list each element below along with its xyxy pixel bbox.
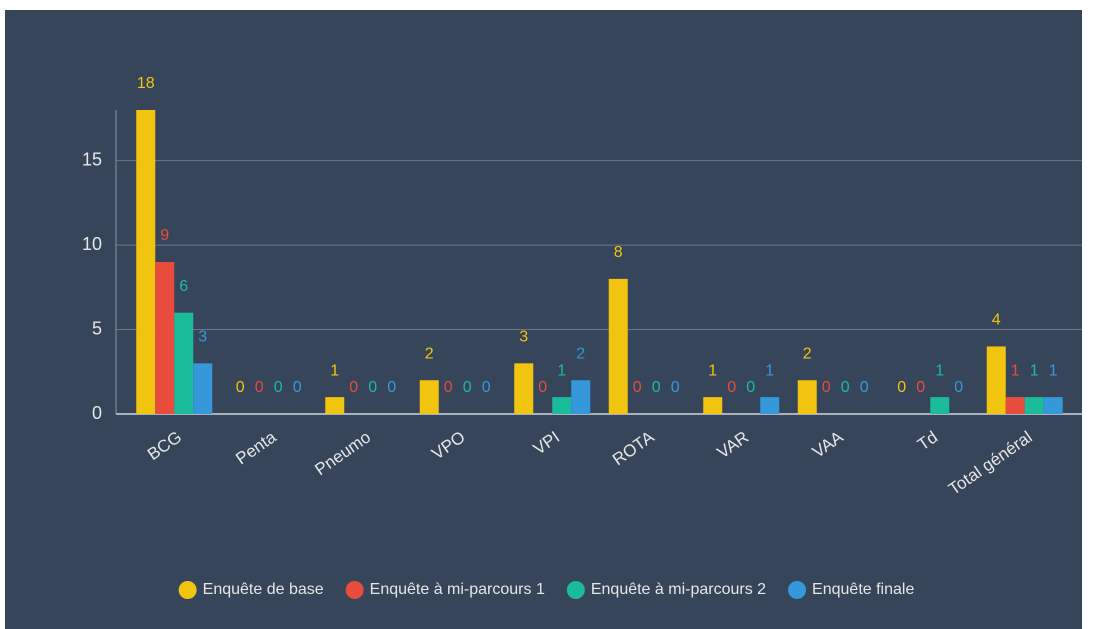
- bar: [514, 363, 534, 414]
- value-label: 2: [803, 345, 812, 362]
- value-label: 0: [236, 379, 245, 396]
- bar: [136, 110, 156, 414]
- bar: [571, 380, 591, 414]
- value-label: 0: [671, 379, 680, 396]
- value-label: 1: [330, 362, 339, 379]
- bar: [1043, 397, 1063, 414]
- value-label: 0: [482, 379, 491, 396]
- y-tick-label: 15: [82, 149, 102, 169]
- value-label: 0: [293, 379, 302, 396]
- value-label: 2: [576, 345, 585, 362]
- value-label: 1: [765, 362, 774, 379]
- value-label: 0: [538, 379, 547, 396]
- legend-label: Enquête à mi-parcours 1: [370, 581, 545, 598]
- bar: [797, 380, 817, 414]
- bar: [760, 397, 780, 414]
- value-label: 1: [1030, 362, 1039, 379]
- legend-label: Enquête finale: [812, 581, 914, 598]
- value-label: 0: [954, 379, 963, 396]
- value-label: 0: [652, 379, 661, 396]
- value-label: 0: [274, 379, 283, 396]
- value-label: 1: [1011, 362, 1020, 379]
- bar: [986, 346, 1006, 414]
- y-tick-label: 5: [92, 318, 102, 338]
- value-label: 0: [916, 379, 925, 396]
- value-label: 1: [708, 362, 717, 379]
- value-label: 1: [1049, 362, 1058, 379]
- value-label: 0: [841, 379, 850, 396]
- value-label: 18: [137, 75, 155, 92]
- value-label: 3: [198, 329, 207, 346]
- value-label: 0: [746, 379, 755, 396]
- value-label: 0: [633, 379, 642, 396]
- legend-marker: [345, 581, 364, 599]
- bar: [193, 363, 213, 414]
- value-label: 1: [557, 362, 566, 379]
- legend: Enquête de base Enquête à mi-parcours 1 En…: [178, 581, 914, 599]
- bar: [325, 397, 345, 414]
- value-label: 0: [444, 379, 453, 396]
- value-label: 0: [463, 379, 472, 396]
- bar: [608, 278, 628, 414]
- legend-marker: [566, 581, 585, 599]
- value-label: 0: [368, 379, 377, 396]
- legend-label: Enquête de base: [203, 581, 324, 598]
- value-label: 0: [349, 379, 358, 396]
- bar: [1005, 397, 1025, 414]
- legend-marker: [178, 581, 197, 599]
- value-label: 0: [387, 379, 396, 396]
- value-label: 0: [822, 379, 831, 396]
- value-label: 0: [255, 379, 264, 396]
- value-label: 0: [897, 379, 906, 396]
- bar: [1024, 397, 1044, 414]
- bar: [419, 380, 439, 414]
- value-label: 0: [727, 379, 736, 396]
- bar: [155, 262, 175, 414]
- value-label: 0: [860, 379, 869, 396]
- value-label: 4: [992, 312, 1001, 329]
- value-label: 2: [425, 345, 434, 362]
- value-label: 6: [179, 278, 188, 295]
- y-tick-label: 10: [82, 234, 102, 254]
- legend-marker: [788, 581, 807, 599]
- bar: [703, 397, 723, 414]
- bar: [174, 312, 194, 414]
- value-label: 3: [519, 329, 528, 346]
- value-label: 8: [614, 244, 623, 261]
- bar: [930, 397, 950, 414]
- value-label: 9: [160, 227, 169, 244]
- y-tick-label: 0: [92, 403, 102, 423]
- value-label: 1: [935, 362, 944, 379]
- bar: [552, 397, 572, 414]
- legend-label: Enquête à mi-parcours 2: [591, 581, 766, 598]
